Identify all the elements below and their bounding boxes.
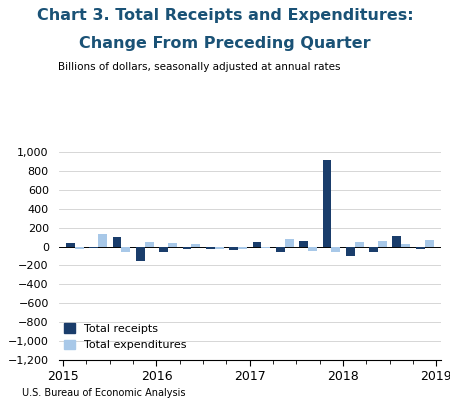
Bar <box>323 160 331 246</box>
Bar <box>369 246 378 252</box>
Text: Change From Preceding Quarter: Change From Preceding Quarter <box>79 36 371 51</box>
Bar <box>206 246 215 249</box>
Bar <box>416 246 425 249</box>
Bar <box>425 240 433 246</box>
Bar <box>112 237 122 246</box>
Bar <box>252 242 261 246</box>
Bar <box>346 246 355 256</box>
Bar <box>183 246 191 249</box>
Bar <box>392 236 401 246</box>
Bar <box>122 246 130 252</box>
Bar <box>261 246 270 248</box>
Bar <box>191 244 200 246</box>
Text: Billions of dollars, seasonally adjusted at annual rates: Billions of dollars, seasonally adjusted… <box>58 62 341 72</box>
Bar <box>145 242 153 246</box>
Bar <box>168 243 177 246</box>
Bar <box>378 241 387 246</box>
Legend: Total receipts, Total expenditures: Total receipts, Total expenditures <box>64 323 187 350</box>
Text: U.S. Bureau of Economic Analysis: U.S. Bureau of Economic Analysis <box>22 388 186 398</box>
Bar <box>136 246 145 261</box>
Bar <box>98 234 107 246</box>
Bar <box>285 239 293 246</box>
Bar <box>331 246 340 252</box>
Bar <box>299 241 308 246</box>
Bar <box>401 244 410 246</box>
Bar <box>75 246 84 249</box>
Bar <box>89 246 98 248</box>
Bar <box>238 246 247 249</box>
Bar <box>159 246 168 252</box>
Bar <box>229 246 238 250</box>
Text: Chart 3. Total Receipts and Expenditures:: Chart 3. Total Receipts and Expenditures… <box>37 8 413 23</box>
Bar <box>215 246 224 249</box>
Bar <box>355 242 364 246</box>
Bar <box>66 243 75 246</box>
Bar <box>276 246 285 252</box>
Bar <box>308 246 317 251</box>
